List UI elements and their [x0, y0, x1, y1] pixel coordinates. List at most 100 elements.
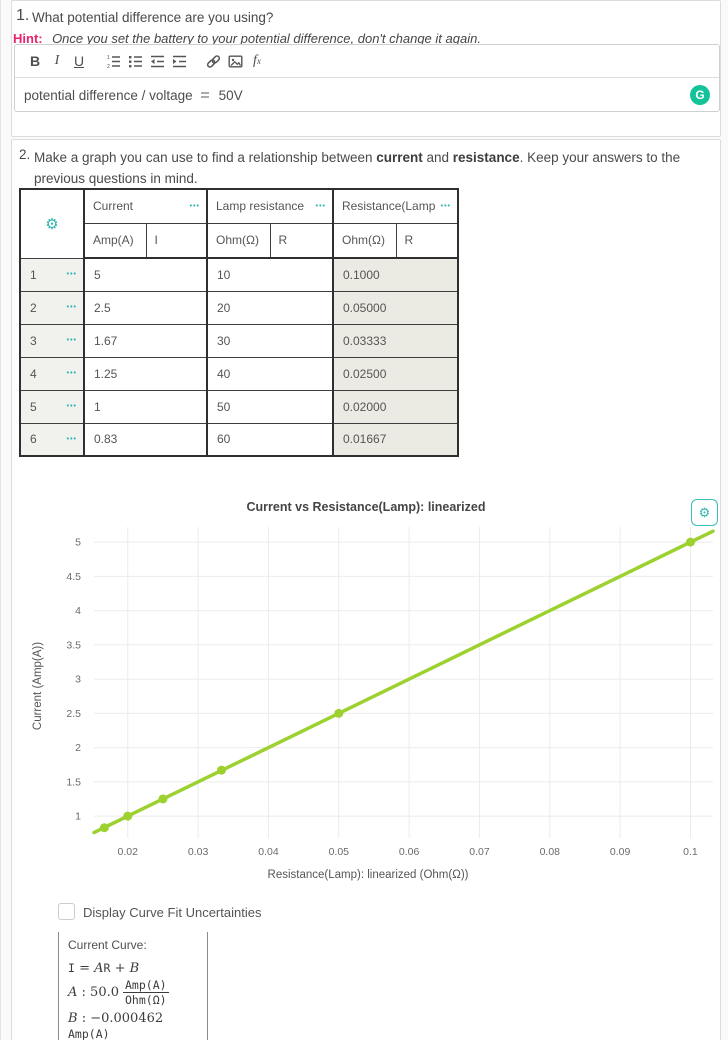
eq-var-i: I [68, 961, 75, 975]
row-menu-icon[interactable]: ••• [66, 435, 77, 443]
x-tick-label: 0.08 [540, 846, 561, 858]
data-table: ⚙ Current ••• Lamp resistance ••• Resist… [19, 188, 459, 457]
cell-current[interactable]: 2.5 [83, 290, 208, 325]
indent-button[interactable] [168, 49, 190, 73]
fit-equation: I = AR + B [68, 960, 207, 976]
cell-current[interactable]: 1 [83, 389, 208, 424]
symbol-cell[interactable]: I [145, 222, 208, 259]
y-tick-label: 4.5 [66, 571, 81, 583]
underline-button[interactable]: U [73, 53, 85, 69]
uncertainties-label: Display Curve Fit Uncertainties [83, 905, 262, 920]
row-number-cell[interactable]: 2 ••• [19, 290, 85, 325]
column-menu-icon[interactable]: ••• [440, 202, 451, 210]
row-menu-icon[interactable]: ••• [66, 370, 77, 377]
image-button[interactable] [224, 49, 246, 73]
cell-lamp-resistance[interactable]: 10 [206, 257, 334, 292]
eq-plus: + [110, 961, 130, 976]
cell-value: 5 [94, 267, 101, 282]
column-header-resistance-linearized[interactable]: Resistance(Lamp ••• [332, 188, 459, 224]
data-point [334, 708, 344, 718]
formula-x: x [256, 56, 261, 66]
cell-value: 1.67 [94, 333, 118, 348]
row-number-cell[interactable]: 3 ••• [19, 323, 85, 358]
row-number-cell[interactable]: 1 ••• [19, 257, 85, 292]
row-menu-icon[interactable]: ••• [66, 337, 77, 344]
fraction-denominator: Ohm(Ω) [125, 993, 167, 1008]
row-number-cell[interactable]: 5 ••• [19, 389, 85, 424]
answer-text-area[interactable]: potential difference / voltage 50V G [15, 78, 719, 112]
equals-icon [200, 90, 209, 100]
column-menu-icon[interactable]: ••• [189, 202, 200, 210]
table-gear-icon[interactable]: ⚙ [45, 215, 59, 233]
symbol-label: R [278, 233, 288, 248]
table-row: 6 ••• 0.83 60 0.01667 [19, 422, 459, 457]
cell-resistance-linearized: 0.03333 [332, 323, 459, 358]
column-header-current[interactable]: Current ••• [83, 188, 208, 224]
cell-current[interactable]: 5 [83, 257, 208, 292]
question-2-number: 2. [19, 147, 31, 162]
indent-icon [172, 55, 186, 67]
row-menu-icon[interactable]: ••• [66, 304, 77, 311]
cell-value: 0.02500 [343, 366, 387, 381]
cell-lamp-resistance[interactable]: 40 [206, 356, 334, 391]
column-header-lamp-resistance[interactable]: Lamp resistance ••• [206, 188, 334, 224]
row-menu-icon[interactable]: ••• [66, 271, 77, 278]
row-number: 4 [30, 366, 37, 381]
cell-resistance-linearized: 0.05000 [332, 290, 459, 325]
cell-lamp-resistance[interactable]: 60 [206, 422, 334, 457]
eq-var-r: R [103, 961, 111, 975]
bold-button[interactable]: B [29, 53, 41, 69]
unordered-list-icon [128, 55, 142, 67]
x-tick-label: 0.02 [118, 846, 139, 858]
symbol-cell[interactable]: R [395, 222, 459, 259]
unit-cell[interactable]: Amp(A) [83, 222, 147, 259]
formula-f: f [253, 53, 257, 68]
data-point [123, 811, 133, 821]
row-number-cell[interactable]: 6 ••• [19, 422, 85, 457]
x-tick-label: 0.09 [610, 846, 631, 858]
row-menu-icon[interactable]: ••• [66, 403, 77, 410]
param-a-sep: : [77, 985, 91, 1000]
uncertainties-checkbox[interactable] [58, 903, 75, 920]
cell-current[interactable]: 1.67 [83, 323, 208, 358]
question-1-number: 1. [16, 7, 30, 24]
cell-lamp-resistance[interactable]: 30 [206, 323, 334, 358]
x-tick-label: 0.04 [258, 846, 279, 858]
data-point [217, 765, 227, 775]
symbol-label: R [404, 233, 414, 248]
unit-cell[interactable]: Ohm(Ω) [206, 222, 271, 259]
column-name: Current [93, 199, 134, 214]
italic-button[interactable]: I [54, 53, 60, 68]
grammarly-badge[interactable]: G [690, 85, 710, 105]
row-number: 2 [30, 300, 37, 315]
cell-value: 0.03333 [343, 333, 387, 348]
row-number-cell[interactable]: 4 ••• [19, 356, 85, 391]
row-number: 6 [30, 432, 37, 447]
cell-lamp-resistance[interactable]: 50 [206, 389, 334, 424]
table-settings-cell: ⚙ [19, 188, 85, 259]
unordered-list-button[interactable] [124, 49, 146, 73]
x-tick-label: 0.07 [469, 846, 490, 858]
y-tick-label: 2.5 [66, 708, 81, 720]
chart-x-axis-label: Resistance(Lamp): linearized (Ohm(Ω)) [267, 869, 469, 881]
outdent-button[interactable] [146, 49, 168, 73]
cell-current[interactable]: 0.83 [83, 422, 208, 457]
x-tick-label: 0.05 [329, 846, 350, 858]
answer-value: 50V [218, 87, 243, 103]
symbol-cell[interactable]: R [269, 222, 334, 259]
curve-fit-title: Current Curve: [68, 938, 147, 952]
unit-cell[interactable]: Ohm(Ω) [332, 222, 397, 259]
chart-title: Current vs Resistance(Lamp): linearized [246, 500, 486, 514]
cell-current[interactable]: 1.25 [83, 356, 208, 391]
column-menu-icon[interactable]: ••• [315, 202, 326, 210]
unit-label: Amp(A) [93, 233, 134, 248]
svg-text:2: 2 [107, 64, 110, 70]
cell-lamp-resistance[interactable]: 20 [206, 290, 334, 325]
link-button[interactable] [202, 49, 224, 73]
chart-settings-button[interactable]: ⚙ [691, 499, 718, 526]
param-b-unit: Amp(A) [68, 1027, 110, 1040]
